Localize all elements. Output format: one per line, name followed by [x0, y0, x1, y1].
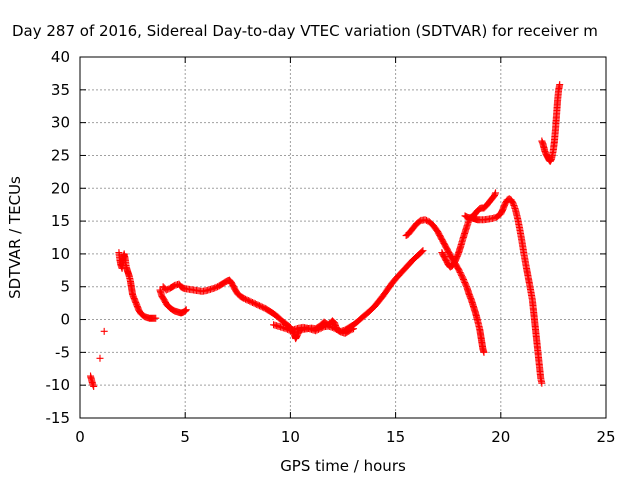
x-tick-label: 15 [386, 428, 405, 446]
data-point [96, 354, 104, 362]
data-point [418, 248, 426, 256]
x-tick-label: 25 [596, 428, 615, 446]
plot-frame [79, 56, 607, 419]
y-tick-label: -10 [46, 376, 71, 394]
chart-title: Day 287 of 2016, Sidereal Day-to-day VTE… [12, 22, 598, 40]
y-tick-label: -15 [46, 409, 71, 427]
data-point [152, 314, 160, 322]
data-point [556, 81, 564, 89]
data-point [492, 189, 500, 197]
y-tick-label: 25 [51, 146, 70, 164]
axis-ticks: 0 5 10 15 20 25 -15 -10 -5 0 5 10 15 20 25 30 35 40 [46, 48, 616, 446]
data-point [480, 348, 488, 356]
x-tick-label: 0 [75, 428, 85, 446]
data-point [90, 382, 98, 390]
x-tick-label: 5 [180, 428, 190, 446]
y-tick-label: 10 [51, 245, 70, 263]
data-points [87, 81, 564, 390]
data-point [348, 325, 356, 333]
y-tick-label: 15 [51, 212, 70, 230]
y-tick-label: 0 [60, 311, 70, 329]
x-axis-label: GPS time / hours [280, 457, 406, 475]
y-axis-label: SDTVAR / TECUs [6, 176, 24, 299]
x-tick-label: 10 [281, 428, 300, 446]
data-point [538, 379, 546, 387]
y-tick-label: 5 [60, 278, 70, 296]
data-point [100, 327, 108, 335]
grid [80, 57, 606, 418]
data-point [419, 247, 427, 255]
data-point [350, 325, 358, 333]
x-tick-label: 20 [491, 428, 510, 446]
y-tick-label: -5 [55, 343, 70, 361]
y-tick-label: 40 [51, 48, 70, 66]
y-tick-label: 35 [51, 81, 70, 99]
y-tick-label: 20 [51, 179, 70, 197]
data-point [182, 306, 190, 314]
y-tick-label: 30 [51, 114, 70, 132]
